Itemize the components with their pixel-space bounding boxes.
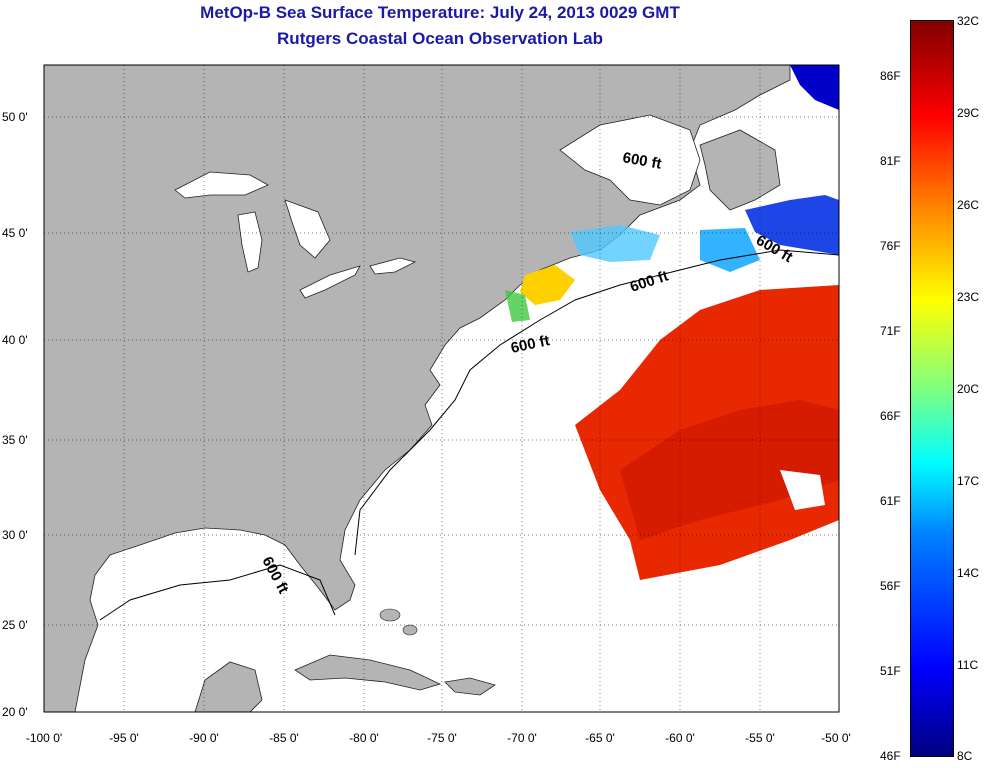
gulf-of-st-lawrence bbox=[559, 114, 701, 206]
colorbar-fahrenheit-label: 46F bbox=[880, 749, 901, 763]
yucatan-land bbox=[194, 661, 263, 712]
colorbar-celsius-label: 26C bbox=[957, 198, 980, 212]
lake-michigan bbox=[237, 211, 263, 273]
colorbar-fahrenheit-label: 86F bbox=[880, 69, 901, 83]
x-tick-label: -75 0' bbox=[427, 731, 457, 745]
isobath-600ft bbox=[99, 249, 839, 621]
x-tick-label: -60 0' bbox=[665, 731, 695, 745]
colorbar-celsius-label: 8C bbox=[957, 749, 973, 763]
lake-huron bbox=[284, 199, 331, 259]
sst-green-patch bbox=[505, 290, 530, 322]
y-tick-label: 20 0' bbox=[2, 705, 28, 719]
colorbar-fahrenheit-label: 81F bbox=[880, 154, 901, 168]
sst-cool-patch bbox=[745, 195, 839, 255]
map-frame bbox=[43, 64, 840, 713]
colorbar-celsius-label: 17C bbox=[957, 474, 980, 488]
y-tick-label: 30 0' bbox=[2, 528, 28, 542]
x-tick-label: -65 0' bbox=[585, 731, 615, 745]
lake-superior bbox=[174, 171, 269, 199]
map-title: MetOp-B Sea Surface Temperature: July 24… bbox=[200, 3, 680, 22]
x-tick-label: -100 0' bbox=[25, 731, 63, 745]
sst-cool-patch bbox=[790, 65, 839, 110]
colorbar-fahrenheit-label: 56F bbox=[880, 579, 901, 593]
x-tick-label: -85 0' bbox=[269, 731, 299, 745]
colorbar-fahrenheit-label: 76F bbox=[880, 239, 901, 253]
colorbar-celsius-label: 23C bbox=[957, 290, 980, 304]
x-tick-label: -95 0' bbox=[109, 731, 139, 745]
map-subtitle: Rutgers Coastal Ocean Observation Lab bbox=[277, 29, 603, 48]
bahamas-island bbox=[379, 608, 401, 622]
colorbar-celsius-label: 32C bbox=[957, 14, 980, 28]
sst-mid-patch bbox=[520, 265, 575, 305]
sst-swath-white-cloud bbox=[780, 470, 825, 510]
x-tick-label: -80 0' bbox=[349, 731, 379, 745]
lake-erie bbox=[299, 265, 361, 299]
colorbar-fahrenheit-label: 51F bbox=[880, 664, 901, 678]
colorbar-celsius-label: 14C bbox=[957, 566, 980, 580]
sst-swath-hot bbox=[620, 400, 839, 540]
cuba-land bbox=[294, 654, 442, 691]
y-tick-label: 50 0' bbox=[2, 110, 28, 124]
isobath-label: 600 ft bbox=[621, 149, 663, 173]
y-tick-label: 25 0' bbox=[2, 618, 28, 632]
colorbar-fahrenheit-label: 71F bbox=[880, 324, 901, 338]
colorbar-fahrenheit-label: 66F bbox=[880, 409, 901, 423]
colorbar-fahrenheit-label: 61F bbox=[880, 494, 901, 508]
y-tick-label: 40 0' bbox=[2, 333, 28, 347]
y-tick-label: 45 0' bbox=[2, 226, 28, 240]
sst-mid-patch bbox=[570, 225, 660, 262]
x-tick-label: -70 0' bbox=[507, 731, 537, 745]
x-tick-label: -50 0' bbox=[821, 731, 851, 745]
y-tick-label: 35 0' bbox=[2, 433, 28, 447]
x-tick-label: -90 0' bbox=[189, 731, 219, 745]
hispaniola-land bbox=[444, 677, 496, 696]
colorbar-celsius-label: 11C bbox=[957, 658, 979, 672]
lake-ontario bbox=[369, 257, 417, 275]
temperature-colorbar bbox=[910, 20, 954, 757]
colorbar-celsius-label: 29C bbox=[957, 106, 980, 120]
graticule bbox=[44, 65, 839, 712]
bahamas-island bbox=[402, 624, 418, 636]
x-tick-label: -55 0' bbox=[745, 731, 775, 745]
colorbar-celsius-label: 20C bbox=[957, 382, 980, 396]
